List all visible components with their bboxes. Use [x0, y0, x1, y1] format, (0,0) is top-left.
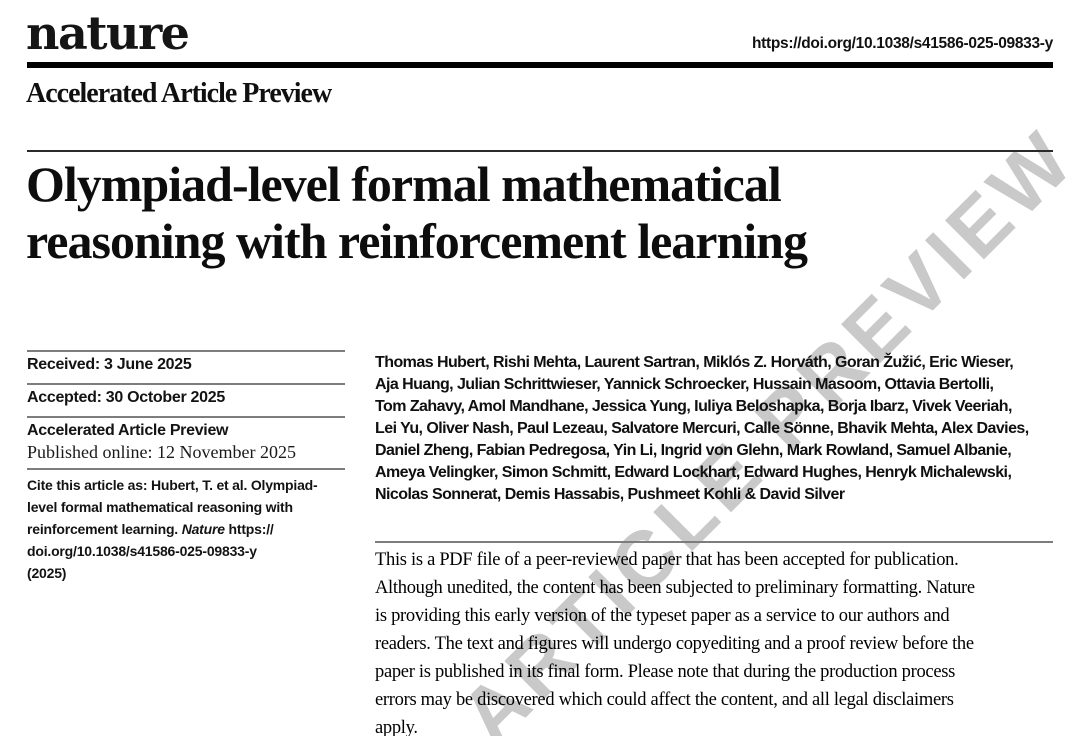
journal-name-italic: Nature: [181, 521, 225, 537]
published-online-date: Published online: 12 November 2025: [27, 442, 296, 462]
meta-rule: [27, 468, 345, 470]
author-line: Nicolas Sonnerat, Demis Hassabis, Pushme…: [375, 486, 845, 503]
author-line: Lei Yu, Oliver Nash, Paul Lezeau, Salvat…: [375, 420, 1029, 437]
preview-notice-paragraph: This is a PDF file of a peer-reviewed pa…: [375, 546, 975, 736]
section-title: Accelerated Article Preview: [26, 78, 332, 109]
citation-line: doi.org/10.1038/s41586-025-09833-y: [27, 543, 257, 559]
received-date: Received: 3 June 2025: [27, 356, 192, 373]
citation-line: (2025): [27, 565, 67, 581]
nature-logo: nature: [26, 6, 190, 60]
article-title: Olympiad-level formal mathematical reaso…: [26, 156, 808, 270]
citation-line: reinforcement learning. Nature https://: [27, 521, 274, 537]
article-title-line1: Olympiad-level formal mathematical: [26, 156, 782, 212]
doi-link[interactable]: https://doi.org/10.1038/s41586-025-09833…: [751, 35, 1053, 52]
header-divider-bar: [27, 62, 1053, 68]
notice-divider-rule: [375, 541, 1053, 543]
citation-block: Cite this article as: Hubert, T. et al. …: [27, 474, 318, 584]
author-list: Thomas Hubert, Rishi Mehta, Laurent Sart…: [375, 352, 1029, 506]
meta-rule: [27, 350, 345, 352]
notice-line: readers. The text and figures will under…: [375, 634, 974, 654]
preview-label: Accelerated Article Preview: [27, 422, 229, 439]
author-line: Daniel Zheng, Fabian Pedregosa, Yin Li, …: [375, 442, 1012, 459]
accepted-date: Accepted: 30 October 2025: [27, 389, 225, 406]
author-line: Thomas Hubert, Rishi Mehta, Laurent Sart…: [375, 354, 1014, 371]
author-line: Tom Zahavy, Amol Mandhane, Jessica Yung,…: [375, 398, 1012, 415]
notice-line: errors may be discovered which could aff…: [375, 690, 954, 710]
notice-line: Although unedited, the content has been …: [375, 578, 975, 598]
citation-line: Cite this article as: Hubert, T. et al. …: [27, 477, 318, 493]
meta-rule: [27, 383, 345, 385]
notice-line: This is a PDF file of a peer-reviewed pa…: [375, 550, 959, 570]
citation-line: level formal mathematical reasoning with: [27, 499, 293, 515]
notice-line: is providing this early version of the t…: [375, 606, 950, 626]
title-divider-rule: [27, 150, 1053, 152]
article-title-line2: reasoning with reinforcement learning: [26, 213, 808, 269]
author-line: Aja Huang, Julian Schrittwieser, Yannick…: [375, 376, 994, 393]
notice-line: apply.: [375, 718, 418, 736]
meta-rule: [27, 416, 345, 418]
notice-line: paper is published in its final form. Pl…: [375, 662, 956, 682]
author-line: Ameya Velingker, Simon Schmitt, Edward L…: [375, 464, 1012, 481]
